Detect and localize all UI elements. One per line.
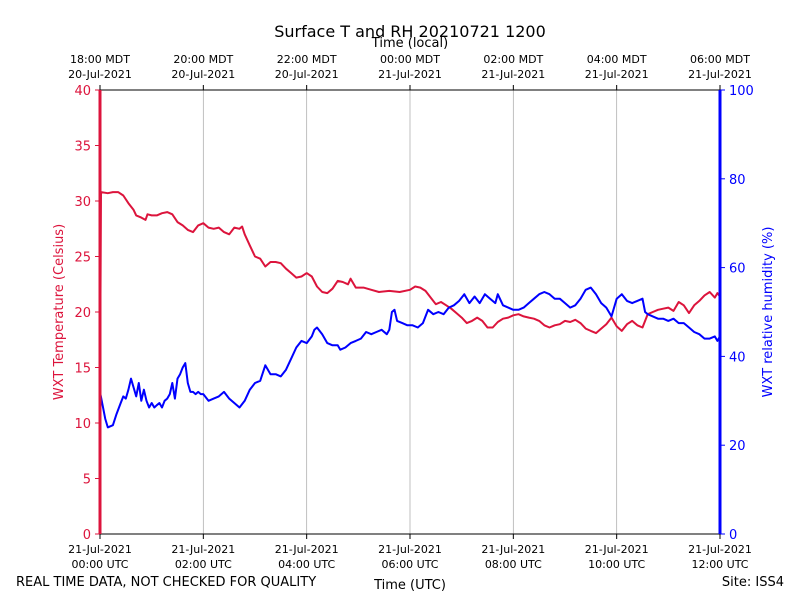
top-axis-label: Time (local) bbox=[371, 36, 448, 51]
x-tick-label-bottom-time: 04:00 UTC bbox=[278, 558, 335, 571]
x-tick-label-top-time: 22:00 MDT bbox=[277, 53, 337, 66]
y-tick-label-left: 10 bbox=[74, 417, 91, 432]
y-tick-label-right: 100 bbox=[729, 84, 754, 99]
x-tick-label-bottom-time: 10:00 UTC bbox=[588, 558, 645, 571]
x-tick-label-bottom-time: 00:00 UTC bbox=[71, 558, 128, 571]
y-tick-label-left: 15 bbox=[74, 362, 91, 377]
x-tick-label-bottom-date: 21-Jul-2021 bbox=[275, 543, 339, 556]
x-tick-label-top-date: 21-Jul-2021 bbox=[688, 68, 752, 81]
x-tick-label-top-time: 18:00 MDT bbox=[70, 53, 130, 66]
x-tick-label-bottom-time: 12:00 UTC bbox=[691, 558, 748, 571]
y-tick-label-left: 5 bbox=[83, 473, 91, 488]
x-axis-label: Time (UTC) bbox=[373, 578, 446, 593]
x-tick-label-bottom-date: 21-Jul-2021 bbox=[481, 543, 545, 556]
x-tick-label-top-time: 06:00 MDT bbox=[690, 53, 750, 66]
y-tick-label-right: 40 bbox=[729, 350, 746, 365]
y-tick-label-right: 60 bbox=[729, 262, 746, 277]
humidity-line bbox=[99, 286, 721, 429]
x-tick-label-bottom-date: 21-Jul-2021 bbox=[171, 543, 235, 556]
y-tick-label-left: 40 bbox=[74, 84, 91, 99]
x-tick-label-top-time: 00:00 MDT bbox=[380, 53, 440, 66]
chart-title: Surface T and RH 20210721 1200 bbox=[274, 22, 546, 41]
x-tick-label-bottom-date: 21-Jul-2021 bbox=[68, 543, 132, 556]
temperature-line bbox=[99, 191, 721, 396]
x-tick-label-top-time: 02:00 MDT bbox=[483, 53, 543, 66]
x-tick-label-top-date: 21-Jul-2021 bbox=[481, 68, 545, 81]
y-axis-label-left: WXT Temperature (Celsius) bbox=[52, 224, 67, 400]
x-tick-label-bottom-date: 21-Jul-2021 bbox=[688, 543, 752, 556]
data-quality-note: REAL TIME DATA, NOT CHECKED FOR QUALITY bbox=[16, 575, 317, 590]
y-tick-label-left: 20 bbox=[74, 306, 91, 321]
x-tick-label-bottom-date: 21-Jul-2021 bbox=[585, 543, 649, 556]
y-tick-label-right: 80 bbox=[729, 173, 746, 188]
x-tick-label-top-time: 20:00 MDT bbox=[173, 53, 233, 66]
x-tick-label-top-date: 20-Jul-2021 bbox=[275, 68, 339, 81]
series-layer bbox=[99, 191, 721, 429]
y-tick-label-left: 25 bbox=[74, 251, 91, 266]
x-tick-label-top-date: 21-Jul-2021 bbox=[585, 68, 649, 81]
y-tick-label-left: 30 bbox=[74, 195, 91, 210]
x-tick-label-top-date: 21-Jul-2021 bbox=[378, 68, 442, 81]
y-tick-label-right: 0 bbox=[729, 528, 737, 543]
x-tick-label-top-time: 04:00 MDT bbox=[587, 53, 647, 66]
x-tick-label-bottom-time: 02:00 UTC bbox=[175, 558, 232, 571]
site-label: Site: ISS4 bbox=[721, 575, 784, 590]
x-tick-label-bottom-time: 08:00 UTC bbox=[485, 558, 542, 571]
y-tick-label-left: 35 bbox=[74, 140, 91, 155]
x-tick-label-top-date: 20-Jul-2021 bbox=[171, 68, 235, 81]
y-axis-label-right: WXT relative humidity (%) bbox=[761, 227, 776, 398]
x-tick-label-bottom-time: 06:00 UTC bbox=[381, 558, 438, 571]
x-tick-label-bottom-date: 21-Jul-2021 bbox=[378, 543, 442, 556]
axes-layer: 0 5 10 15 20 25 30 35 40 0 20 40 60 80 100 21-Jul-2021 0… bbox=[68, 53, 754, 571]
grid-layer bbox=[202, 90, 618, 534]
y-tick-label-right: 20 bbox=[729, 439, 746, 454]
y-tick-label-left: 0 bbox=[83, 528, 91, 543]
x-tick-label-top-date: 20-Jul-2021 bbox=[68, 68, 132, 81]
